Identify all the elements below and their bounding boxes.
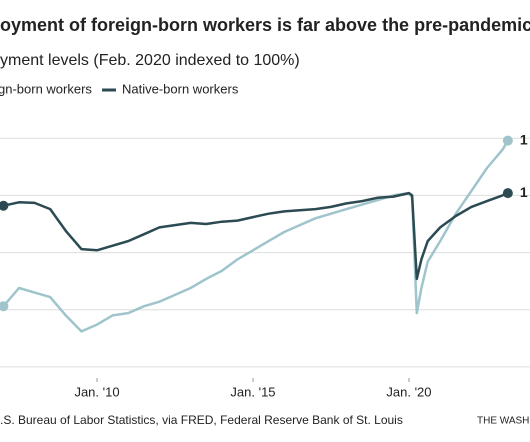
end-label: 1 <box>520 184 528 200</box>
end-dot <box>502 135 513 146</box>
end-dot <box>502 188 513 199</box>
end-dot <box>0 301 9 312</box>
series-line <box>2 139 509 333</box>
end-dot <box>0 200 9 211</box>
x-tick-label: Jan. '10 <box>74 384 119 399</box>
chart-subtitle: yment levels (Feb. 2020 indexed to 100%) <box>0 52 300 69</box>
legend-label: Native-born workers <box>122 81 239 96</box>
credit: THE WASHIN <box>477 416 530 427</box>
legend-label: gn-born workers <box>0 81 92 96</box>
x-tick-label: Jan. '20 <box>386 384 431 399</box>
end-label: 1 <box>520 131 528 147</box>
chart-title: oyment of foreign-born workers is far ab… <box>0 15 530 35</box>
series-line <box>3 191 509 281</box>
source: .S. Bureau of Labor Statistics, via FRED… <box>0 413 403 427</box>
x-tick-label: Jan. '15 <box>230 384 275 399</box>
